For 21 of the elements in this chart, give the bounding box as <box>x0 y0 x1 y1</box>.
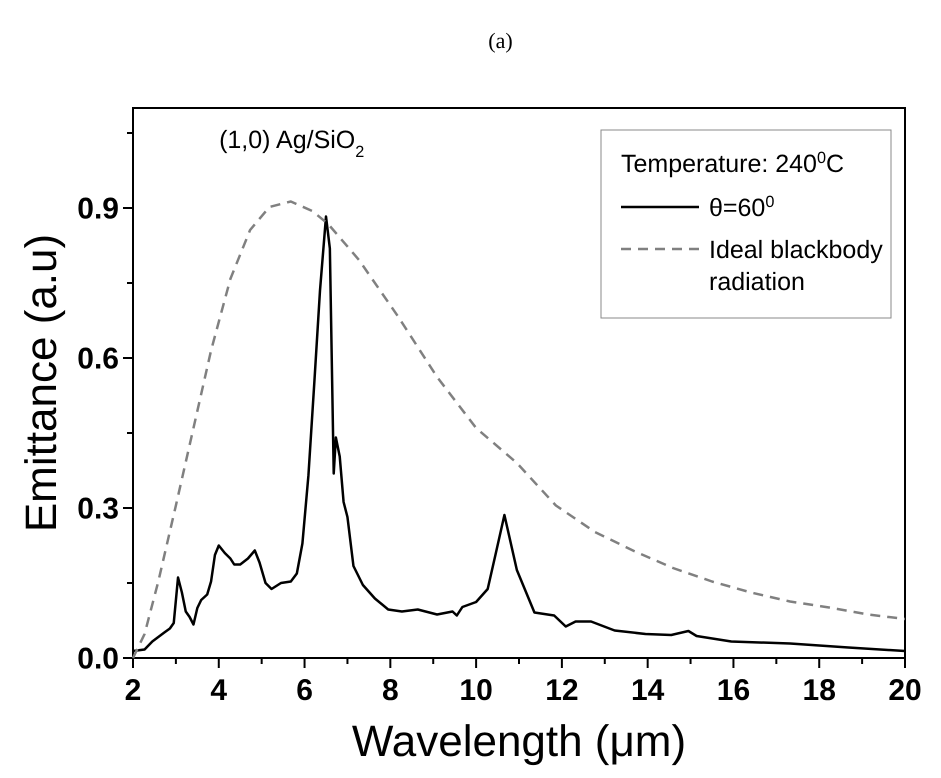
x-axis-title: Wavelength (μm) <box>352 717 686 766</box>
y-tick-label: 0.3 <box>77 492 119 526</box>
legend-label: θ=60$^{0}$ <box>709 193 774 222</box>
x-tick-label: 2 <box>124 674 142 707</box>
x-tick-label: 8 <box>382 674 399 707</box>
x-tick-label: 18 <box>802 674 836 707</box>
x-tick-label: 14 <box>630 674 665 707</box>
x-tick-label: 16 <box>716 674 750 707</box>
y-axis-title: Emittance (a.u) <box>17 234 66 532</box>
y-tick-label: 0.9 <box>77 192 119 226</box>
x-tick-label: 4 <box>210 674 228 707</box>
annotation: (1,0) Ag/SiO$_{2}$ <box>219 126 364 161</box>
x-tick-label: 20 <box>888 674 922 707</box>
x-tick-label: 6 <box>296 674 313 707</box>
y-tick-label: 0.0 <box>77 642 119 676</box>
legend-title: Temperature: 240$^{0}$C <box>621 149 844 178</box>
legend-label: Ideal blackbody radiation <box>709 236 884 296</box>
y-tick-label: 0.6 <box>77 342 119 376</box>
chart-title: (a) <box>488 28 513 53</box>
x-tick-label: 10 <box>459 674 493 707</box>
x-tick-label: 12 <box>545 674 579 707</box>
